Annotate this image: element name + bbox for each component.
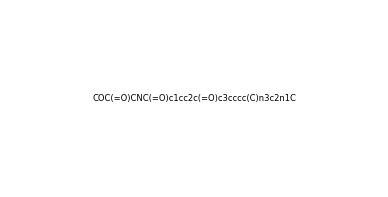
Text: COC(=O)CNC(=O)c1cc2c(=O)c3cccc(C)n3c2n1C: COC(=O)CNC(=O)c1cc2c(=O)c3cccc(C)n3c2n1C [92, 94, 296, 103]
